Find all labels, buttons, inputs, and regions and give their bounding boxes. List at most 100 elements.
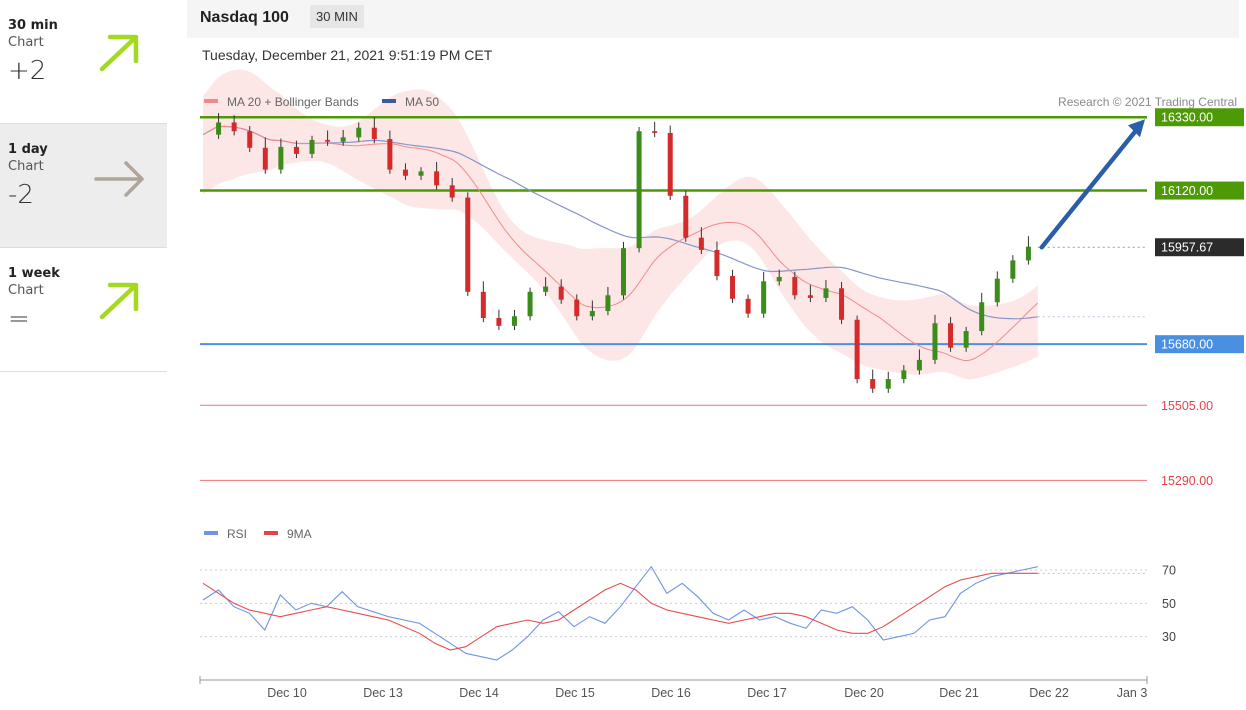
ma50-legend-label: MA 50 <box>405 95 439 109</box>
candle-body <box>356 127 362 138</box>
candle-body <box>621 248 626 296</box>
timeframe-30min[interactable]: 30 min Chart +2 <box>0 0 167 124</box>
candle-body <box>465 197 471 292</box>
candle-body <box>589 311 595 317</box>
arrow-up-right-icon <box>99 34 139 72</box>
rsi-ma-legend-swatch <box>264 531 278 535</box>
candle-body <box>652 131 658 133</box>
price-levels <box>200 115 1147 481</box>
candle-body <box>293 146 299 154</box>
candle-body <box>932 323 938 360</box>
candle-body <box>434 171 440 186</box>
bb-legend-label: MA 20 + Bollinger Bands <box>227 95 359 109</box>
rsi-line <box>202 565 1038 661</box>
x-tick-label: Dec 10 <box>267 686 307 700</box>
level-labels: 16330.00 16120.00 15957.67 15680.00 15505.00… <box>1155 108 1244 488</box>
level-label: 15505.00 <box>1161 399 1213 413</box>
timeframe-subtitle: Chart <box>8 283 44 298</box>
chart-panel: Nasdaq 100 30 MIN Tuesday, December 21, … <box>187 0 1246 710</box>
level-label: 16330.00 <box>1161 111 1213 125</box>
level-label: 15290.00 <box>1161 474 1213 488</box>
level-label: 15680.00 <box>1161 338 1213 352</box>
chart-datetime: Tuesday, December 21, 2021 9:51:19 PM CE… <box>202 47 493 63</box>
candle-body <box>745 298 751 314</box>
candle-body <box>231 122 237 132</box>
candle-body <box>870 379 876 389</box>
level-tag <box>1155 335 1244 354</box>
x-tick-label: Dec 13 <box>363 686 403 700</box>
x-tick-label: Dec 22 <box>1029 686 1069 700</box>
candle-body <box>854 319 860 380</box>
arrow-right-icon <box>94 161 144 197</box>
arrow-up-right-icon <box>99 282 139 320</box>
candle-body <box>605 295 611 312</box>
rsi-panel: 70 50 30 <box>200 564 1176 661</box>
candle-body <box>418 171 424 176</box>
x-tick-label: Dec 14 <box>459 686 499 700</box>
x-tick-label: Dec 15 <box>555 686 595 700</box>
candle-body <box>994 278 1000 303</box>
rsi-tick-label: 70 <box>1162 564 1176 578</box>
rsi-legend-swatch <box>204 531 218 535</box>
last-price-tag <box>1155 238 1244 257</box>
bb-legend-swatch <box>204 99 218 103</box>
x-tick-label: Dec 20 <box>844 686 884 700</box>
ma20-line <box>202 125 1039 362</box>
bollinger-band-area <box>203 69 1038 380</box>
candle-body <box>325 139 331 142</box>
timeframe-title: 30 min <box>8 18 58 33</box>
projection-arrow <box>1039 119 1145 250</box>
candle-body <box>916 359 922 371</box>
candle-body <box>558 286 564 300</box>
ma50-legend-swatch <box>382 99 396 103</box>
ma50-line <box>202 125 1038 320</box>
candle-body <box>262 147 268 170</box>
rsi-tick-label: 50 <box>1162 597 1176 611</box>
candle-body <box>807 295 813 298</box>
projection-head <box>1128 119 1145 138</box>
timeframe-badge[interactable]: 30 MIN <box>310 5 364 28</box>
candle-body <box>667 132 673 196</box>
timeframe-subtitle: Chart <box>8 35 44 50</box>
candle-body <box>963 331 969 348</box>
chart-header: Nasdaq 100 30 MIN <box>187 0 1239 38</box>
moving-averages <box>202 125 1147 362</box>
price-chart[interactable]: 16330.00 16120.00 15957.67 15680.00 15505.00… <box>187 0 1246 710</box>
candle-body <box>636 131 642 249</box>
timeframe-1day[interactable]: 1 day Chart -2 <box>0 124 167 248</box>
x-tick-label: Jan 3 <box>1117 686 1148 700</box>
candle-body <box>449 185 455 198</box>
candle-body <box>979 302 985 332</box>
rsi-legend: RSI 9MA <box>204 527 312 541</box>
timeframe-subtitle: Chart <box>8 159 44 174</box>
candle-body <box>387 139 393 170</box>
candle-body <box>371 127 377 140</box>
candle-body <box>761 281 767 314</box>
candle-body <box>574 299 580 317</box>
candle-body <box>948 323 954 348</box>
timeframe-title: 1 day <box>8 142 48 157</box>
rsi-legend-label: RSI <box>227 527 247 541</box>
candle-body <box>402 169 408 176</box>
projection-line <box>1039 126 1140 250</box>
candle-body <box>1010 260 1016 279</box>
timeframe-score: = <box>8 304 30 334</box>
candle-body <box>216 122 222 135</box>
level-tag <box>1155 181 1244 200</box>
x-tick-label: Dec 16 <box>651 686 691 700</box>
candle-body <box>340 137 346 142</box>
candle-body <box>247 131 253 148</box>
candle-body <box>496 317 502 326</box>
level-tag <box>1155 108 1244 127</box>
instrument-title: Nasdaq 100 <box>200 9 289 26</box>
candle-body <box>1025 246 1031 261</box>
candle-body <box>839 288 845 320</box>
candle-body <box>885 379 891 389</box>
candle-body <box>901 370 907 380</box>
candle-body <box>698 237 704 250</box>
candle-body <box>730 276 736 299</box>
candle-body <box>714 249 720 277</box>
main-legend: MA 20 + Bollinger Bands MA 50 Research ©… <box>204 95 1237 109</box>
candle-body <box>480 291 486 318</box>
timeframe-1week[interactable]: 1 week Chart = <box>0 248 167 372</box>
